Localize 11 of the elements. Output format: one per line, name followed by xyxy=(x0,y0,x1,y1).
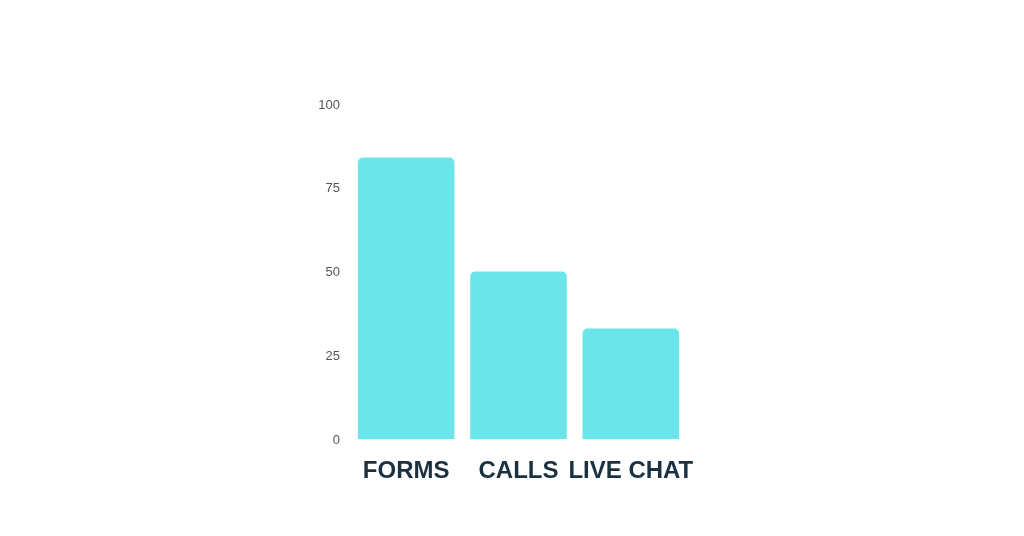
x-tick-label: FORMS xyxy=(362,455,450,483)
y-tick-label: 25 xyxy=(325,347,340,363)
y-tick-label: 0 xyxy=(332,431,340,447)
x-tick-label: LIVE CHAT xyxy=(568,455,694,483)
bar xyxy=(470,271,567,439)
bar xyxy=(357,157,455,439)
y-tick-label: 75 xyxy=(325,180,340,196)
bar xyxy=(582,328,680,439)
y-tick-label: 100 xyxy=(318,96,340,112)
x-tick-label: CALLS xyxy=(478,455,559,483)
y-tick-label: 50 xyxy=(325,264,340,279)
